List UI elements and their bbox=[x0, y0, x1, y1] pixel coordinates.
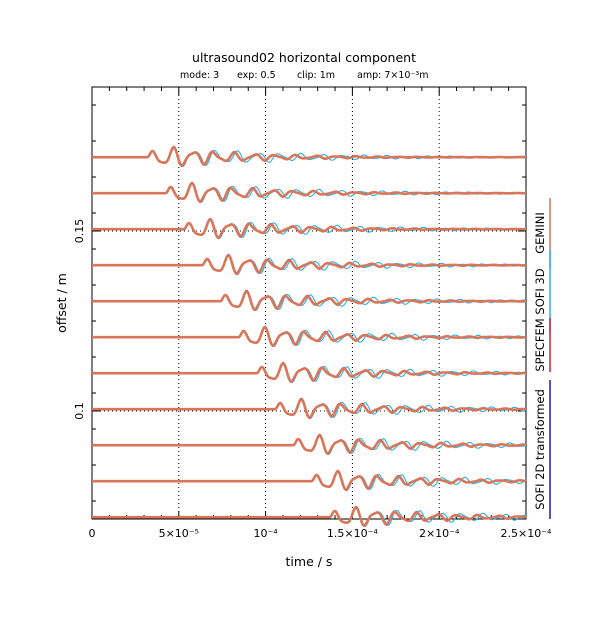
subtitle-exp: exp: 0.5 bbox=[237, 70, 276, 81]
trace-gemini bbox=[91, 146, 527, 167]
trace-gemini bbox=[91, 470, 527, 491]
subtitle-amp: amp: 7×10⁻³m bbox=[357, 70, 429, 81]
y-tick-label: 0.1 bbox=[73, 402, 86, 420]
x-tick-label: 10⁻⁴ bbox=[253, 527, 278, 540]
trace-gemini bbox=[91, 326, 527, 347]
trace-gemini bbox=[91, 254, 527, 275]
chart-title: ultrasound02 horizontal component bbox=[192, 50, 416, 65]
chart-subtitle: mode: 3 exp: 0.5 clip: 1m amp: 7×10⁻³m bbox=[180, 70, 429, 81]
legend-label: SOFI 3D bbox=[533, 268, 547, 314]
subtitle-mode: mode: 3 bbox=[180, 70, 219, 81]
plot-frame bbox=[91, 86, 527, 520]
trace-gemini bbox=[91, 182, 527, 203]
x-tick-labels: 0 5×10⁻⁵ 10⁻⁴ 1.5×10⁻⁴ 2×10⁻⁴ 2.5×10⁻⁴ bbox=[89, 527, 553, 540]
y-tick-labels: 0.1 0.15 bbox=[73, 219, 86, 420]
x-tick-label: 2×10⁻⁴ bbox=[419, 527, 460, 540]
x-axis-label: time / s bbox=[286, 554, 333, 569]
x-tick-label: 0 bbox=[89, 527, 96, 540]
legend-label: SPECFEM bbox=[533, 318, 547, 371]
x-tick-label: 1.5×10⁻⁴ bbox=[327, 527, 379, 540]
legend: GEMINI SOFI 3D SPECFEM SOFI 2D transformed bbox=[533, 198, 551, 519]
trace-gemini bbox=[91, 506, 527, 527]
trace-gemini bbox=[91, 290, 527, 311]
trace-gemini bbox=[91, 218, 527, 239]
legend-label: SOFI 2D transformed bbox=[533, 389, 547, 510]
trace-gemini bbox=[91, 434, 527, 455]
trace-gemini bbox=[91, 398, 527, 419]
trace-gemini bbox=[91, 362, 527, 383]
subtitle-clip: clip: 1m bbox=[297, 70, 335, 81]
seismogram-traces bbox=[91, 145, 527, 527]
legend-label: GEMINI bbox=[533, 212, 547, 254]
x-tick-label: 2.5×10⁻⁴ bbox=[501, 527, 553, 540]
y-axis-label: offset / m bbox=[54, 273, 69, 333]
x-tick-label: 5×10⁻⁵ bbox=[159, 527, 199, 540]
y-tick-label: 0.15 bbox=[73, 219, 86, 244]
